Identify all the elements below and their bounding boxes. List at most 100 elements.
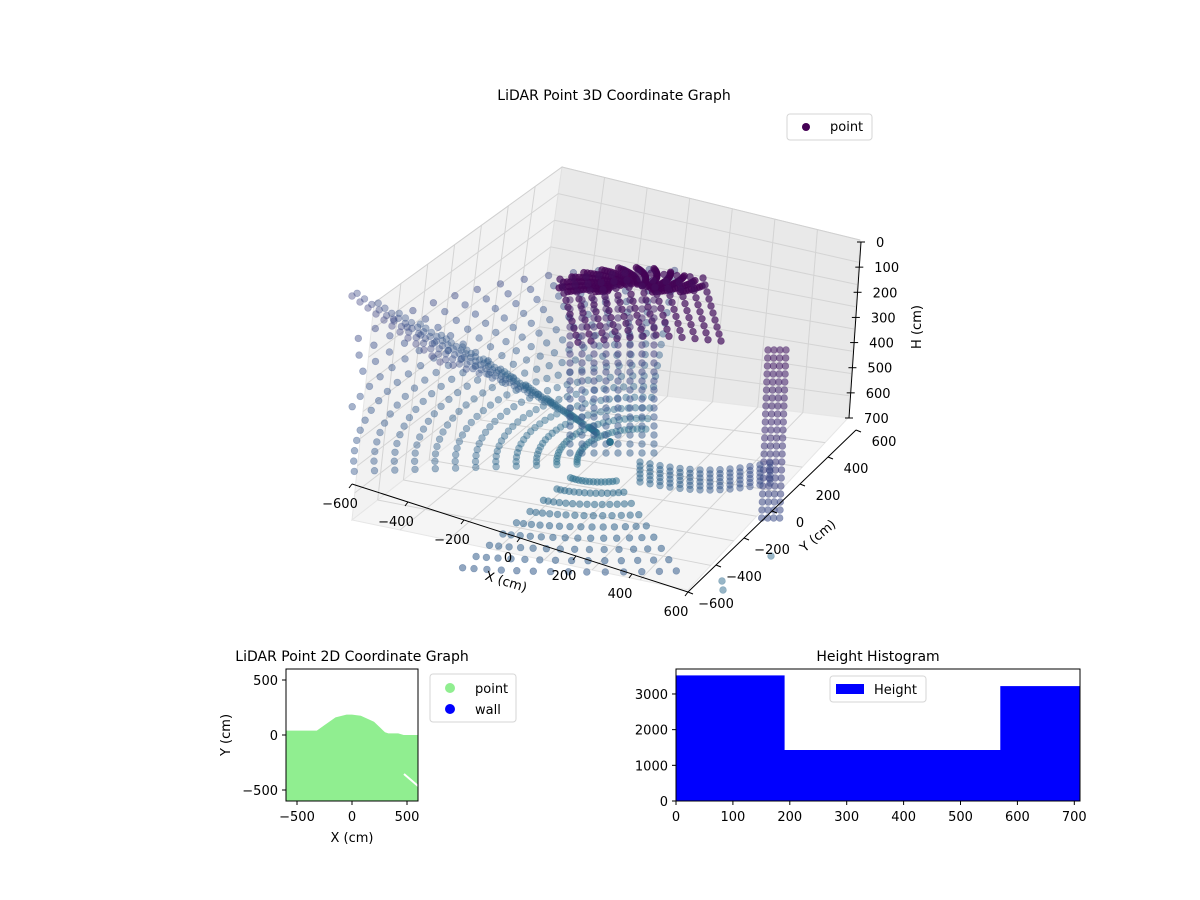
cloud-point [578,323,586,331]
cloud-point [375,306,383,314]
cloud-point [626,341,634,349]
cloud-point [393,378,401,387]
y-tick-mark [687,591,694,595]
cloud-point [483,565,491,574]
cloud-point [602,359,610,367]
cloud-point [578,386,586,394]
cloud-point [539,394,547,402]
x-tick-mark [404,501,409,507]
cloud-point [557,405,566,414]
cloud-point [688,280,696,288]
cloud-point [512,386,520,394]
cloud-point [472,463,480,472]
cloud-point [650,323,658,331]
chart-3d-legend: point [786,113,873,141]
cloud-point [410,457,419,465]
cloud-point [541,416,549,424]
cloud-point [479,389,487,397]
cloud-point [777,474,785,482]
cloud-point [528,388,536,397]
chart-3d-title: LiDAR Point 3D Coordinate Graph [497,88,730,104]
cloud-point [696,308,704,316]
cloud-point [626,350,634,358]
cloud-point [417,331,425,339]
cloud-point [525,394,534,402]
x-tick-label-hist: 600 [1005,810,1030,825]
cloud-point [558,443,566,451]
cloud-point [650,350,658,358]
cloud-point [620,312,628,321]
cloud-point [552,326,560,334]
cloud-point [649,556,658,564]
cloud-point [457,355,465,364]
cloud-point [638,533,646,542]
cloud-point [638,404,646,412]
cloud-point [779,418,787,426]
legend-frame-hist [829,675,927,703]
cloud-point [512,462,520,470]
cloud-point [541,395,550,404]
cloud-point [438,337,447,345]
cloud-point [432,337,440,345]
cloud-point [549,401,557,409]
cloud-point [602,350,610,358]
cloud-point [453,388,462,397]
cloud-point [656,481,664,490]
cloud-point [483,358,491,366]
cloud-point [602,305,610,313]
cloud-point [676,484,684,493]
cloud-point [460,353,469,361]
histogram-title: Height Histogram [816,649,939,665]
cloud-point [602,413,610,421]
cloud-point [650,533,658,541]
cloud-point [386,332,394,340]
cloud-point [590,404,598,412]
cloud-point [553,455,561,463]
legend-swatch-height [836,684,864,694]
cloud-point [424,417,433,425]
grid-line [454,439,780,493]
x-tick-label: −400 [378,515,414,530]
cloud-point [494,554,502,562]
cloud-point [431,457,439,465]
cloud-point [444,361,453,370]
box-edges [373,166,861,304]
cloud-point [444,346,453,354]
cloud-point [617,511,625,520]
y-tick-mark [715,564,722,568]
cloud-point [431,450,440,458]
cloud-point [590,395,598,403]
cloud-point [596,408,605,416]
cloud-point [526,285,535,294]
cloud-point [534,390,542,398]
grid-line [365,246,552,385]
cloud-point [478,434,486,442]
cloud-point [589,511,597,520]
y-tick-label-2d: −500 [242,784,278,799]
cloud-point [572,331,580,339]
cloud-point [458,343,467,351]
cloud-point [602,341,610,349]
cloud-point [371,324,379,333]
cloud-point [650,341,658,349]
cloud-point [531,391,540,399]
cloud-point [533,450,542,458]
cloud-point [433,332,441,341]
cloud-point [614,413,622,421]
cloud-point [452,451,460,459]
cloud-point [533,295,541,304]
cloud-point [582,273,590,281]
cloud-point [578,440,586,448]
cloud-point [626,359,634,367]
cloud-point [376,428,384,437]
cloud-point [381,304,389,312]
cloud-point [650,305,658,313]
cloud-point [504,290,512,298]
cloud-point [482,553,491,562]
cloud-point [578,332,586,340]
cloud-point [475,440,483,448]
cloud-point [470,564,478,573]
cloud-point [420,346,428,354]
cloud-point [353,436,361,445]
cloud-point [564,568,573,576]
